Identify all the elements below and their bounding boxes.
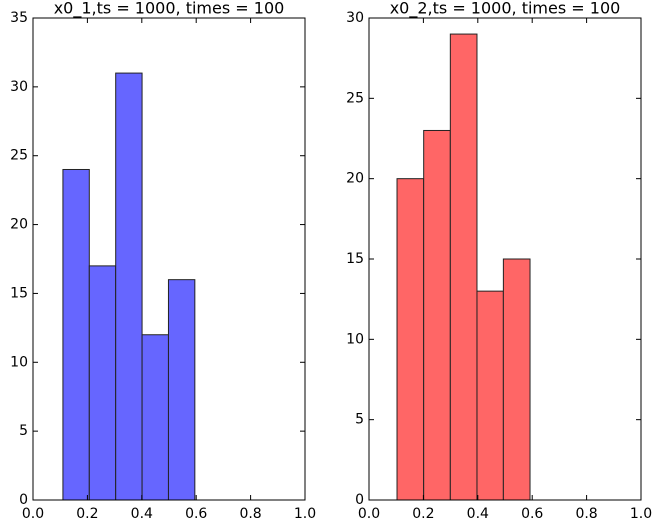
chart-title: x0_1,ts = 1000, times = 100 bbox=[54, 0, 285, 19]
x-tick-label: 0.8 bbox=[575, 506, 597, 522]
bar bbox=[423, 129, 451, 501]
x-tick-label: 0.2 bbox=[76, 506, 98, 522]
bar bbox=[167, 279, 196, 501]
x-tick-label: 0.0 bbox=[22, 506, 44, 522]
y-tick-label: 20 bbox=[10, 217, 28, 233]
x-tick-label: 0.4 bbox=[131, 506, 153, 522]
bar bbox=[141, 334, 169, 501]
y-tick-label: 30 bbox=[346, 10, 364, 26]
y-tick-label: 35 bbox=[10, 10, 28, 26]
bar bbox=[476, 290, 504, 501]
y-tick-label: 10 bbox=[10, 354, 28, 370]
x-tick-label: 0.0 bbox=[358, 506, 380, 522]
bar bbox=[449, 33, 478, 501]
x-tick-label: 0.8 bbox=[239, 506, 261, 522]
y-tick-label: 10 bbox=[346, 331, 364, 347]
x-tick-label: 0.6 bbox=[521, 506, 543, 522]
x-tick-label: 1.0 bbox=[630, 506, 652, 522]
bar bbox=[502, 258, 531, 501]
x-tick-label: 0.4 bbox=[467, 506, 489, 522]
chart-title: x0_2,ts = 1000, times = 100 bbox=[390, 0, 621, 19]
axes-frame bbox=[32, 17, 306, 501]
bar bbox=[396, 178, 425, 501]
y-tick-label: 15 bbox=[346, 251, 364, 267]
x-tick-label: 1.0 bbox=[294, 506, 316, 522]
bar bbox=[88, 265, 117, 501]
x-tick-label: 0.6 bbox=[185, 506, 207, 522]
y-tick-label: 0 bbox=[355, 492, 364, 508]
bar bbox=[115, 72, 143, 501]
y-tick-label: 30 bbox=[10, 79, 28, 95]
y-tick-label: 5 bbox=[19, 423, 28, 439]
x-tick-label: 0.2 bbox=[412, 506, 434, 522]
y-tick-label: 25 bbox=[346, 90, 364, 106]
y-tick-label: 25 bbox=[10, 148, 28, 164]
bar bbox=[62, 168, 90, 501]
y-tick-label: 15 bbox=[10, 285, 28, 301]
y-tick-label: 5 bbox=[355, 412, 364, 428]
y-tick-label: 0 bbox=[19, 492, 28, 508]
y-tick-label: 20 bbox=[346, 171, 364, 187]
